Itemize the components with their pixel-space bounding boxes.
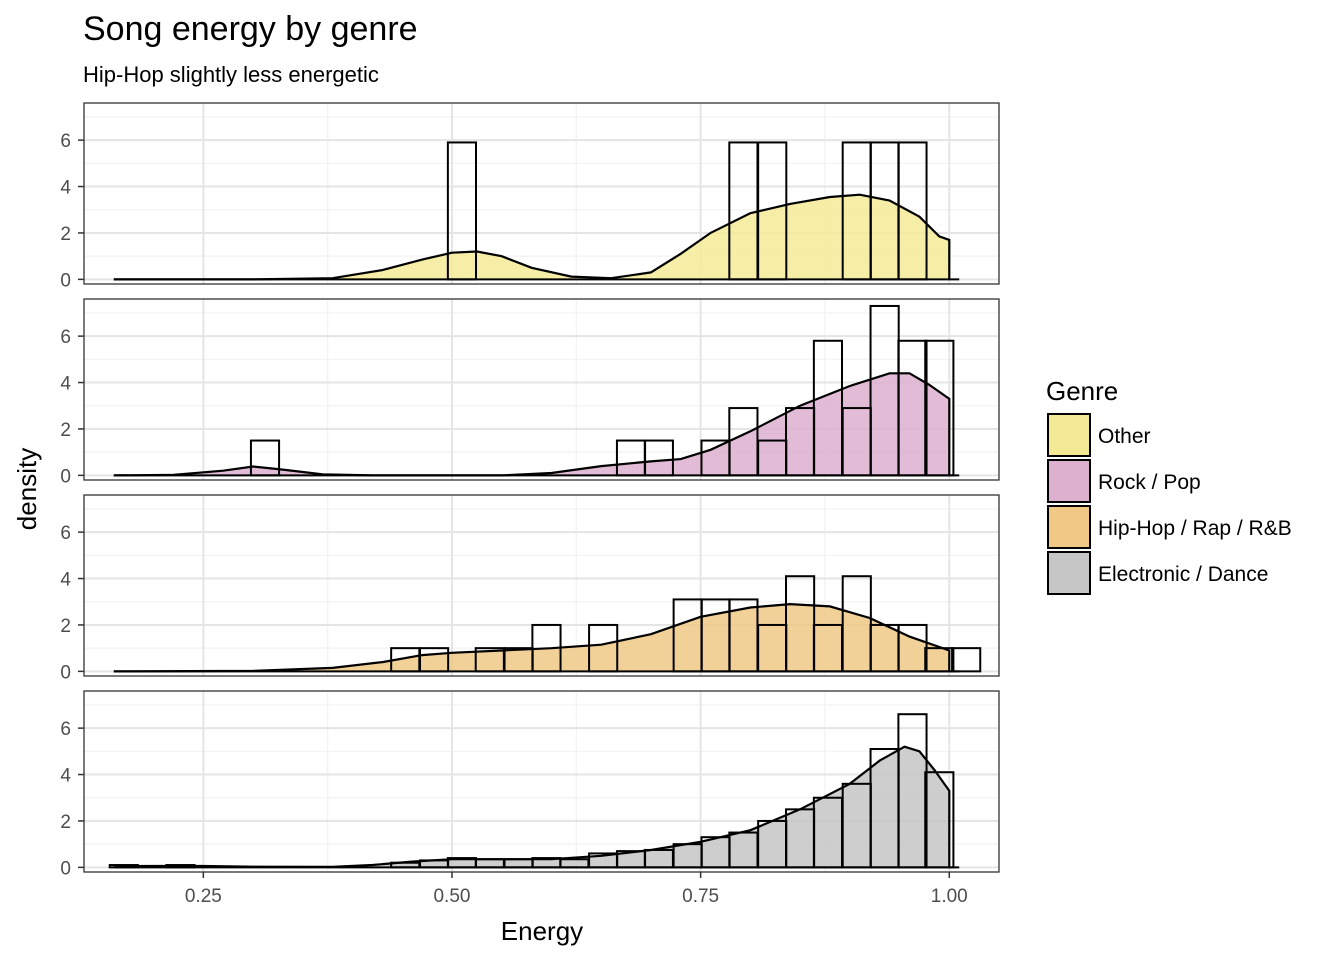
y-tick-label: 4 [60,766,71,787]
y-tick-label: 0 [60,858,71,879]
y-tick-label: 0 [60,270,71,291]
facet-panel-4: 0 2 4 6 [60,690,1000,879]
y-tick-label: 4 [60,570,71,591]
density-line [113,602,951,673]
y-tick-label: 6 [60,327,71,348]
y-tick-label: 2 [60,616,71,637]
panel-border [83,494,1000,677]
chart-subtitle: Hip-Hop slightly less energetic [83,62,379,87]
legend-title: Genre [1046,376,1118,406]
legend-swatch [1047,413,1091,457]
x-tick-label: 0.25 [185,886,222,907]
x-tick-label: 0.75 [682,886,719,907]
chart-title: Song energy by genre [83,10,418,48]
histogram-bar [951,647,982,673]
y-tick-label: 6 [60,719,71,740]
legend-label: Rock / Pop [1098,471,1201,494]
panel-border [83,690,1000,873]
facet-panel-1: 0 2 4 6 [60,102,1000,291]
x-tick-label: 1.00 [931,886,968,907]
density-line [113,193,951,281]
y-axis-title: density [12,448,42,530]
density-area [113,373,950,476]
density-area [113,194,950,280]
x-tick-label: 0.50 [433,886,470,907]
panel-border [83,298,1000,481]
density-line [113,372,951,477]
y-tick-label: 6 [60,523,71,544]
legend-label: Electronic / Dance [1098,563,1268,586]
y-tick-label: 4 [60,374,71,395]
facet-panels: 0 2 4 6 0 2 4 6 0 2 4 6 0 2 4 6 [60,102,1000,879]
legend-label: Hip-Hop / Rap / R&B [1098,517,1292,540]
x-axis-title: Energy [501,916,583,946]
legend: Other Rock / Pop Hip-Hop / Rap / R&B Electr… [1047,413,1292,595]
y-tick-label: 6 [60,131,71,152]
x-axis: 0.25 0.50 0.75 1.00 [185,872,968,907]
legend-swatch [1047,551,1091,595]
facet-panel-2: 0 2 4 6 [60,298,1000,487]
y-tick-label: 2 [60,812,71,833]
y-tick-label: 4 [60,178,71,199]
panel-border [83,102,1000,285]
y-tick-label: 2 [60,420,71,441]
legend-swatch [1047,459,1091,503]
facet-panel-3: 0 2 4 6 [60,494,1000,683]
y-tick-label: 2 [60,224,71,245]
y-tick-label: 0 [60,466,71,487]
y-tick-label: 0 [60,662,71,683]
density-area [113,746,950,868]
density-area [113,604,950,672]
legend-swatch [1047,505,1091,549]
legend-label: Other [1098,425,1151,448]
